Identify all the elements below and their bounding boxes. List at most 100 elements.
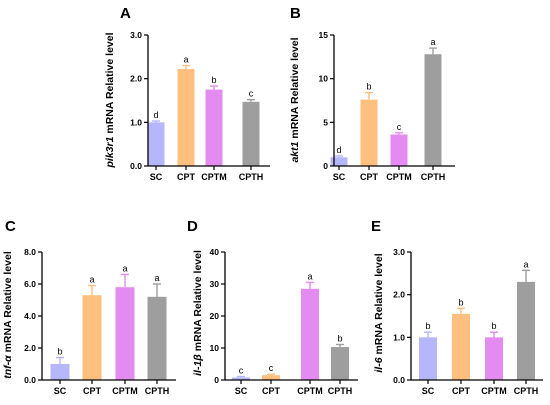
category-label-a-cpt: CPT — [177, 172, 196, 182]
y-axis-gene-c: tnf-α — [2, 355, 14, 379]
y-tick-label-c-0: 0.0 — [24, 375, 36, 385]
y-tick-label-b-3: 15 — [319, 30, 329, 40]
category-label-c-cptm: CPTM — [112, 386, 138, 396]
y-tick-label-c-4: 8.0 — [24, 247, 36, 257]
y-axis-title-c: tnf-α mRNA Relative level — [2, 251, 14, 379]
y-axis-gene-e: il-6 — [373, 357, 385, 372]
bar-b-cpth — [424, 54, 442, 166]
bar-c-cpth — [147, 296, 167, 380]
sig-label-b-cpth: a — [430, 37, 435, 47]
y-tick-label-e-3: 3.0 — [393, 247, 405, 257]
category-label-a-sc: SC — [150, 172, 163, 182]
y-tick-label-d-4: 40 — [210, 247, 220, 257]
bar-a-cptm — [205, 89, 223, 166]
category-label-e-cpth: CPTH — [514, 386, 539, 396]
y-tick-label-a-1: 1.0 — [130, 117, 142, 127]
category-label-c-sc: SC — [54, 386, 67, 396]
bar-e-sc — [419, 337, 437, 380]
sig-label-e-cpt: b — [458, 297, 463, 307]
y-axis-title-d: il-1β mRNA Relative level — [192, 250, 204, 376]
y-tick-label-b-2: 10 — [319, 74, 329, 84]
y-tick-label-c-2: 4.0 — [24, 311, 36, 321]
y-axis-suffix-e: mRNA Relative level — [373, 253, 385, 357]
y-tick-label-c-1: 2.0 — [24, 343, 36, 353]
y-tick-label-e-0: 0.0 — [393, 375, 405, 385]
bar-a-cpth — [242, 101, 260, 166]
panel-letter-d: D — [187, 218, 198, 235]
sig-label-d-cptm: a — [307, 271, 312, 281]
bar-a-sc — [147, 122, 165, 166]
y-tick-label-b-1: 5 — [323, 117, 328, 127]
y-axis-suffix-c: mRNA Relative level — [2, 251, 14, 355]
panel-e: E il-6 mRNA Relative level b SC b CPT b CPTM a… — [371, 218, 543, 396]
panel-b: B akt1 mRNA Relative level d SC b CPT c CPTM a… — [289, 5, 455, 182]
bar-e-cptm — [485, 337, 503, 380]
bar-d-cpt — [262, 375, 280, 380]
sig-label-b-cpt: b — [366, 82, 371, 92]
y-tick-label-b-0: 0 — [323, 161, 328, 171]
category-label-c-cpth: CPTH — [145, 386, 170, 396]
sig-label-a-sc: d — [153, 110, 158, 120]
y-axis-title-a: pik3r1 mRNA Relative level — [104, 32, 116, 168]
bar-d-cptm — [301, 288, 319, 380]
sig-label-a-cptm: b — [211, 75, 216, 85]
bar-b-cpt — [360, 99, 378, 166]
y-tick-label-d-3: 30 — [210, 279, 220, 289]
y-tick-label-a-3: 3.0 — [130, 30, 142, 40]
y-axis-title-e: il-6 mRNA Relative level — [373, 253, 385, 372]
panel-letter-e: E — [371, 218, 381, 235]
sig-label-d-sc: c — [239, 365, 244, 375]
y-tick-label-c-3: 6.0 — [24, 279, 36, 289]
category-label-e-sc: SC — [422, 386, 435, 396]
y-axis-suffix-d: mRNA Relative level — [192, 250, 204, 354]
sig-label-b-sc: d — [336, 145, 341, 155]
sig-label-e-cpth: a — [523, 259, 528, 269]
category-label-e-cptm: CPTM — [481, 386, 507, 396]
category-label-a-cptm: CPTM — [201, 172, 227, 182]
bar-a-cpt — [177, 69, 195, 166]
sig-label-d-cpth: b — [337, 333, 342, 343]
y-tick-label-d-1: 10 — [210, 343, 220, 353]
category-label-e-cpt: CPT — [452, 386, 471, 396]
bar-c-cptm — [115, 287, 135, 380]
category-label-b-sc: SC — [333, 172, 346, 182]
category-label-b-cptm: CPTM — [386, 172, 412, 182]
category-label-d-cptm: CPTM — [297, 386, 323, 396]
y-axis-gene-b: akt1 — [289, 141, 301, 162]
category-label-a-cpth: CPTH — [239, 172, 264, 182]
y-axis-gene-a: pik3r1 — [104, 136, 116, 168]
y-axis-suffix-a: mRNA Relative level — [104, 32, 116, 136]
panel-d: D il-1β mRNA Relative level c SC c CPT a CPTM… — [187, 218, 358, 396]
panel-letter-b: B — [290, 5, 301, 22]
bar-b-sc — [330, 157, 348, 166]
bar-d-sc — [232, 377, 250, 380]
bar-c-cpt — [82, 295, 102, 380]
bar-d-cpth — [331, 347, 349, 380]
bar-b-cptm — [390, 134, 408, 166]
category-label-d-sc: SC — [235, 386, 248, 396]
bar-e-cpth — [517, 281, 535, 380]
y-tick-label-a-0: 0.0 — [130, 161, 142, 171]
sig-label-e-sc: b — [425, 321, 430, 331]
category-label-d-cpth: CPTH — [328, 386, 353, 396]
category-label-b-cpt: CPT — [360, 172, 379, 182]
category-label-b-cpth: CPTH — [421, 172, 446, 182]
sig-label-a-cpth: c — [249, 89, 254, 99]
sig-label-c-cpt: a — [89, 275, 94, 285]
sig-label-c-cpth: a — [154, 273, 159, 283]
y-axis-title-b: akt1 mRNA Relative level — [289, 37, 301, 162]
bar-c-sc — [50, 364, 70, 380]
bar-e-cpt — [452, 313, 470, 380]
y-tick-label-a-2: 2.0 — [130, 74, 142, 84]
sig-label-c-cptm: a — [122, 263, 127, 273]
sig-label-b-cptm: c — [397, 122, 402, 132]
panel-letter-a: A — [120, 5, 131, 22]
sig-label-e-cptm: b — [491, 321, 496, 331]
category-label-c-cpt: CPT — [83, 386, 102, 396]
sig-label-c-sc: b — [57, 347, 62, 357]
y-tick-label-e-1: 1.0 — [393, 332, 405, 342]
sig-label-a-cpt: a — [183, 55, 188, 65]
panel-c: C tnf-α mRNA Relative level b SC a CPT a CPTM… — [2, 218, 176, 396]
category-label-d-cpt: CPT — [262, 386, 281, 396]
